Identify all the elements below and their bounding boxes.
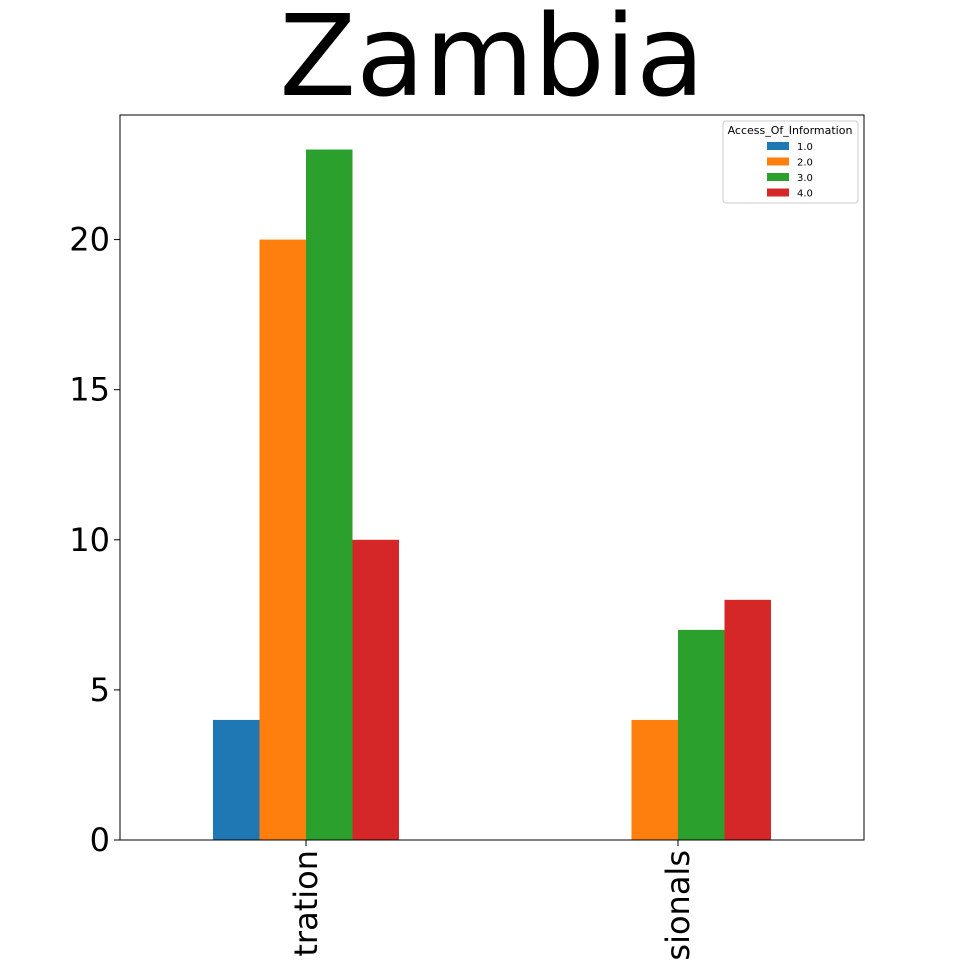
legend-label: 3.0 [797, 173, 813, 184]
legend: Access_Of_Information 1.0 2.0 3.0 4.0 [722, 120, 859, 204]
plot-frame [119, 114, 865, 841]
bar [213, 719, 260, 840]
legend-swatch [767, 173, 789, 181]
bar [259, 239, 306, 840]
legend-swatch [767, 142, 789, 150]
x-axis: tration sionals [287, 840, 697, 960]
x-tick-label: tration [287, 850, 325, 957]
legend-label: 4.0 [797, 189, 813, 200]
legend-swatch [767, 188, 789, 197]
x-tick-label: sionals [659, 850, 697, 960]
bar [631, 719, 678, 840]
y-tick-label: 20 [69, 221, 110, 259]
legend-box [722, 120, 859, 204]
legend-label: 2.0 [797, 158, 813, 169]
bar [352, 539, 399, 840]
legend-swatch [767, 157, 789, 166]
y-tick-label: 0 [90, 821, 110, 859]
bars-group [213, 149, 771, 840]
bar [724, 599, 771, 840]
legend-label: 1.0 [797, 142, 813, 153]
y-tick-label: 5 [90, 671, 110, 709]
bar [678, 629, 725, 840]
y-axis: 0 5 10 15 20 [69, 221, 120, 859]
legend-items: 1.0 2.0 3.0 4.0 [767, 142, 813, 200]
chart-title: Zambia [279, 0, 704, 122]
y-tick-label: 15 [69, 371, 110, 409]
legend-title: Access_Of_Information [728, 124, 853, 137]
y-tick-label: 10 [69, 521, 110, 559]
bar [306, 149, 353, 840]
